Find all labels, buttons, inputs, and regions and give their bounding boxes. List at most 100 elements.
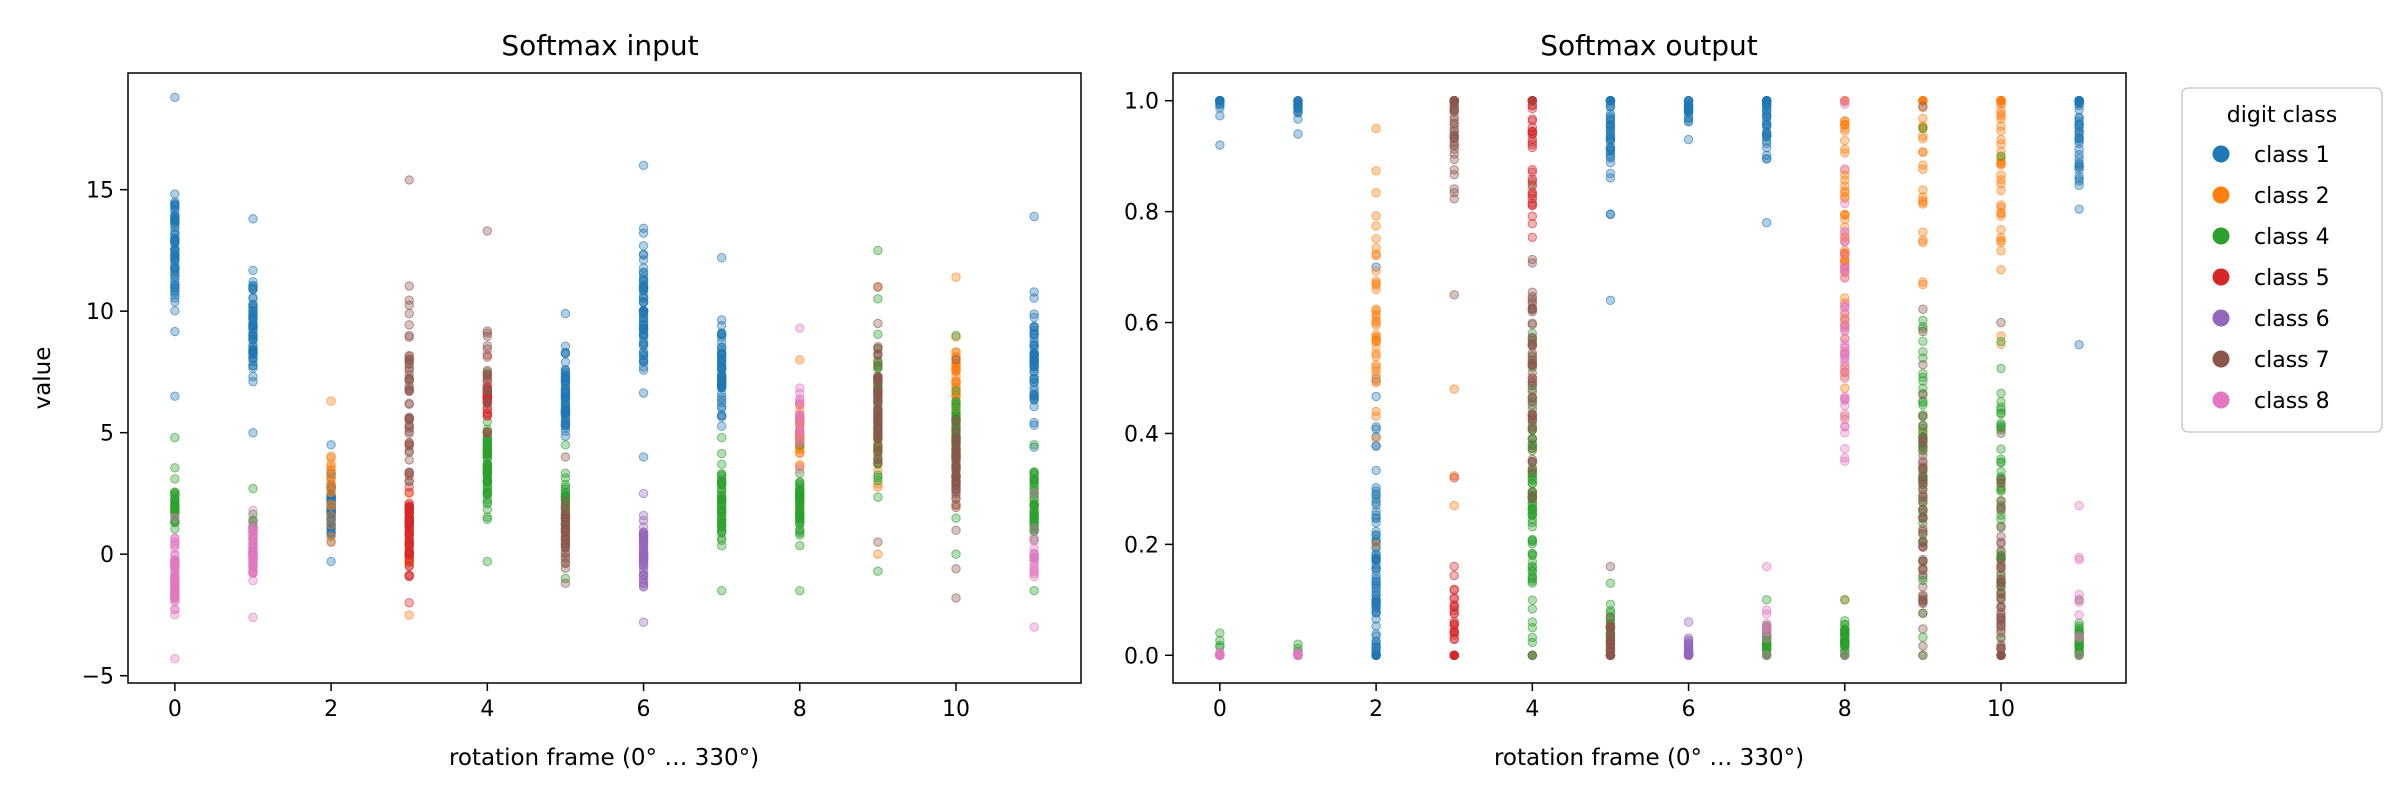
- data-point-class-8: [170, 610, 180, 620]
- data-point-class-5: [1449, 650, 1459, 660]
- data-point-class-7: [482, 375, 493, 385]
- data-point-class-7: [404, 446, 414, 456]
- data-point-class-7: [1605, 561, 1616, 572]
- data-point-class-1: [1029, 442, 1039, 452]
- data-point-class-1: [1029, 374, 1039, 385]
- data-point-class-4: [170, 432, 180, 443]
- legend-label: class 8: [2254, 389, 2330, 414]
- data-point-class-1: [716, 412, 727, 422]
- data-point-class-8: [2074, 500, 2084, 511]
- data-point-class-1: [1371, 497, 1381, 507]
- data-point-class-1: [638, 223, 649, 234]
- data-point-class-2: [1918, 279, 1928, 290]
- x-tick-label: 0: [168, 697, 182, 722]
- data-point-class-1: [248, 292, 258, 303]
- data-point-class-4: [560, 479, 571, 490]
- data-point-class-1: [1371, 510, 1381, 520]
- data-point-class-4: [482, 469, 493, 480]
- data-point-class-1: [170, 269, 180, 279]
- data-point-class-7: [951, 414, 961, 425]
- data-point-class-5: [482, 411, 493, 421]
- data-point-class-1: [1761, 96, 1772, 106]
- axis-ticks-softmax-input: 0 2 4 6 8 10 −5 0 5 10 15: [82, 179, 970, 722]
- data-point-class-2: [795, 355, 805, 365]
- data-point-class-7: [873, 430, 883, 441]
- data-point-class-8: [170, 513, 180, 523]
- data-point-class-1: [248, 265, 258, 276]
- data-point-class-1: [2074, 161, 2084, 172]
- x-tick-label: 2: [1369, 697, 1383, 722]
- data-point-class-2: [1996, 211, 2006, 222]
- data-point-class-7: [1527, 493, 1538, 503]
- data-point-class-4: [1527, 595, 1538, 605]
- data-point-class-1: [1761, 143, 1772, 153]
- data-point-class-1: [248, 281, 258, 292]
- data-point-class-1: [170, 226, 180, 236]
- data-point-class-6: [638, 522, 649, 532]
- data-point-class-7: [1605, 613, 1616, 623]
- data-point-class-1: [170, 244, 180, 255]
- data-point-class-1: [716, 329, 727, 339]
- data-point-class-8: [2074, 552, 2084, 563]
- data-point-class-7: [873, 375, 883, 385]
- x-tick-label: 6: [1682, 697, 1696, 722]
- data-point-class-1: [638, 328, 649, 339]
- data-point-class-7: [873, 537, 883, 547]
- data-point-class-7: [873, 421, 883, 431]
- data-point-class-1: [170, 215, 180, 226]
- data-point-class-4: [1029, 510, 1039, 521]
- legend-label: class 7: [2254, 348, 2330, 373]
- data-point-class-1: [716, 342, 727, 353]
- data-point-class-7: [404, 295, 414, 305]
- data-point-class-1: [1761, 116, 1772, 126]
- y-tick-label: 5: [100, 422, 114, 447]
- data-point-class-7: [951, 494, 961, 504]
- data-point-class-7: [404, 374, 414, 385]
- data-point-class-2: [1371, 187, 1381, 198]
- data-point-class-2: [1918, 147, 1928, 157]
- data-point-class-1: [170, 326, 180, 337]
- data-point-class-1: [248, 335, 258, 345]
- data-point-class-8: [2074, 589, 2084, 600]
- data-point-class-1: [170, 222, 180, 233]
- data-point-class-7: [873, 384, 883, 395]
- data-point-class-8: [1840, 444, 1850, 454]
- data-point-class-1: [1605, 120, 1616, 131]
- data-point-class-7: [404, 437, 414, 448]
- data-point-class-7: [1918, 304, 1928, 314]
- legend-label: class 6: [2254, 307, 2330, 332]
- data-point-class-7: [1996, 559, 2006, 569]
- data-point-class-1: [1371, 590, 1381, 600]
- data-point-class-7: [1605, 621, 1616, 632]
- data-point-class-1: [1029, 328, 1039, 339]
- data-point-class-4: [873, 362, 883, 372]
- data-point-class-4: [716, 484, 727, 494]
- data-point-class-4: [1996, 402, 2006, 412]
- data-point-class-7: [560, 578, 571, 589]
- data-point-class-8: [795, 464, 805, 474]
- data-point-class-2: [1840, 209, 1850, 220]
- data-point-class-4: [873, 329, 883, 340]
- data-point-class-4: [716, 528, 727, 538]
- data-point-class-7: [951, 525, 961, 536]
- data-point-class-1: [1293, 129, 1303, 139]
- data-point-class-4: [1996, 363, 2006, 374]
- data-point-class-4: [951, 513, 961, 523]
- data-point-class-1: [638, 308, 649, 318]
- data-point-class-2: [795, 461, 805, 472]
- data-point-class-5: [1527, 232, 1538, 242]
- data-point-class-7: [1527, 466, 1538, 477]
- data-point-class-7: [951, 472, 961, 483]
- data-point-class-4: [170, 500, 180, 510]
- data-point-class-7: [1918, 497, 1928, 508]
- data-point-class-7: [482, 326, 493, 336]
- data-point-class-2: [1918, 113, 1928, 124]
- data-point-class-6: [1683, 650, 1694, 660]
- x-axis-label-softmax-input: rotation frame (0° … 330°): [449, 745, 759, 771]
- data-point-class-5: [1449, 561, 1459, 572]
- data-point-class-2: [1371, 351, 1381, 362]
- data-point-class-7: [1449, 144, 1459, 155]
- data-point-class-7: [560, 503, 571, 514]
- data-point-class-4: [1840, 620, 1850, 630]
